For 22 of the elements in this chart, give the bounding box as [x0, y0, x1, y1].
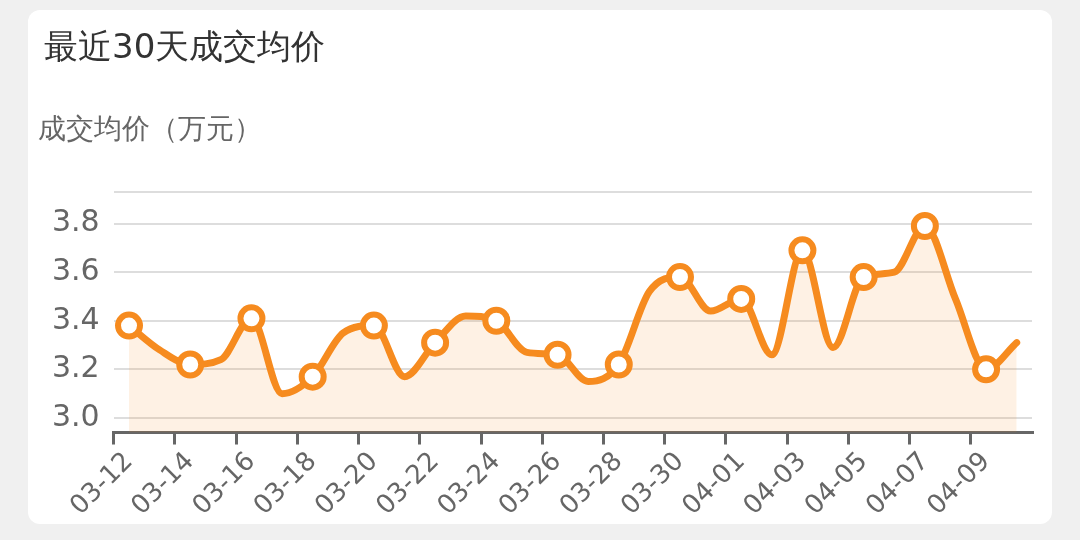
point — [665, 263, 694, 292]
y-axis-title: 成交均价（万元） — [38, 111, 262, 147]
point — [849, 263, 878, 292]
point — [421, 328, 450, 357]
point — [788, 236, 817, 265]
point — [910, 212, 939, 241]
point — [727, 284, 756, 313]
y-tick-label: 3.8 — [51, 203, 100, 239]
y-tick-label: 3.4 — [51, 300, 100, 336]
point — [604, 350, 633, 379]
point — [359, 311, 388, 340]
point — [115, 311, 144, 340]
point — [972, 355, 1001, 384]
y-tick-label: 3.2 — [51, 349, 100, 385]
point — [176, 350, 205, 379]
point — [482, 306, 511, 335]
point — [543, 340, 572, 369]
chart-title: 最近30天成交均价 — [44, 25, 326, 68]
point — [237, 304, 266, 333]
y-tick-label: 3.6 — [51, 251, 100, 287]
y-tick-label: 3.0 — [51, 397, 100, 433]
point — [298, 362, 327, 391]
